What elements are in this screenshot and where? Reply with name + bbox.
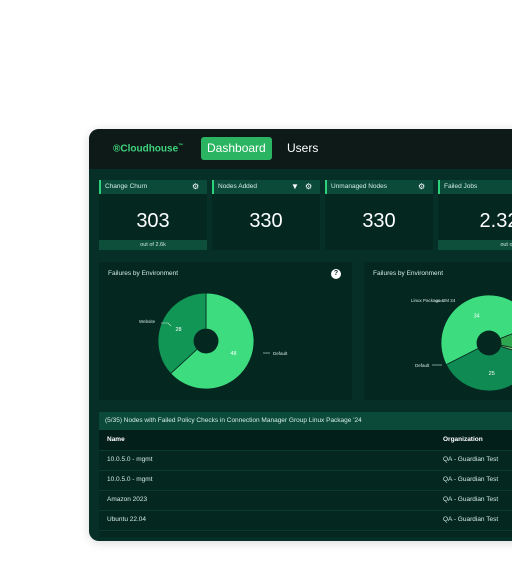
card-title: Nodes Added (218, 183, 258, 190)
slice-value-label: 48 (230, 351, 236, 357)
filter-icon[interactable]: ▼ (291, 182, 299, 191)
chart-panel-2: Failures by Environment 34625 Linux Pack… (364, 262, 512, 400)
pie-chart-2: 34625 Linux Package OM 24 Default (411, 294, 512, 392)
table-row[interactable]: 10.0.5.0 - mgmt QA - Guardian Test (99, 470, 512, 491)
help-icon[interactable]: ? (331, 269, 341, 279)
card-title: Failed Jobs (444, 183, 478, 190)
pie-slice[interactable] (445, 345, 512, 392)
column-header-name[interactable]: Name (107, 436, 125, 443)
card-value: 330 (249, 210, 283, 232)
gear-icon[interactable]: ⚙ (418, 182, 426, 191)
slice-label-website: Website (139, 319, 156, 324)
card-value: 330 (362, 210, 396, 232)
card-footer: out of 2.6k (438, 240, 512, 250)
slice-label-default: Default (415, 363, 430, 368)
card-footer: out of 2.6k (99, 240, 207, 250)
tab-users[interactable]: Users (287, 141, 319, 155)
slice-value-label: 28 (175, 327, 181, 333)
pie-slice[interactable] (499, 325, 512, 352)
pie-slice[interactable] (440, 294, 512, 366)
column-header-organization[interactable]: Organization (443, 436, 483, 443)
top-bar: ®Cloudhouse™ Dashboard Users (89, 129, 512, 169)
chart-title: Failures by Environment (108, 270, 179, 277)
slice-value-label: 25 (489, 371, 495, 377)
table-header-row: Name Organization (99, 430, 512, 451)
chart-title: Failures by Environment (373, 270, 444, 277)
pie-slice[interactable] (170, 292, 255, 390)
slice-label-default: Default (273, 351, 288, 356)
table-row[interactable]: 10.0.5.0 - mgmt QA - Guardian Test (99, 450, 512, 471)
pie-chart-1: 48 28 Default Website (139, 292, 288, 390)
app-window: ®Cloudhouse™ Dashboard Users Change Chur… (89, 129, 512, 541)
tab-dashboard[interactable]: Dashboard (201, 137, 272, 160)
card-failed-jobs[interactable]: Failed Jobs 2.32k out of 2.6k (438, 180, 512, 250)
table-row[interactable]: Amazon 2023 QA - Guardian Test (99, 490, 512, 511)
slice-label-linux-package: Linux Package OM 24 (411, 298, 456, 303)
cloudhouse-logo[interactable]: ®Cloudhouse™ (113, 143, 184, 155)
card-title: Change Churn (105, 183, 148, 190)
card-change-churn[interactable]: Change Churn ⚙ 303 out of 2.6k (99, 180, 207, 250)
card-title: Unmanaged Nodes (331, 183, 388, 190)
table-row[interactable]: Ubuntu 22.04 QA - Guardian Test (99, 510, 512, 531)
card-value: 2.32k (479, 210, 512, 232)
slice-value-label: 34 (474, 314, 480, 320)
card-value: 303 (136, 210, 170, 232)
failed-nodes-table: (5/35) Nodes with Failed Policy Checks i… (99, 412, 512, 537)
chart-panel-1: Failures by Environment ? 48 28 Default W… (99, 262, 352, 400)
pie-slice[interactable] (157, 292, 207, 375)
gear-icon[interactable]: ⚙ (305, 182, 313, 191)
card-unmanaged-nodes[interactable]: Unmanaged Nodes ⚙ 330 (325, 180, 433, 250)
gear-icon[interactable]: ⚙ (192, 182, 200, 191)
leader-line (161, 322, 172, 327)
table-title: (5/35) Nodes with Failed Policy Checks i… (99, 412, 512, 430)
card-nodes-added[interactable]: Nodes Added ▼ ⚙ 330 (212, 180, 320, 250)
